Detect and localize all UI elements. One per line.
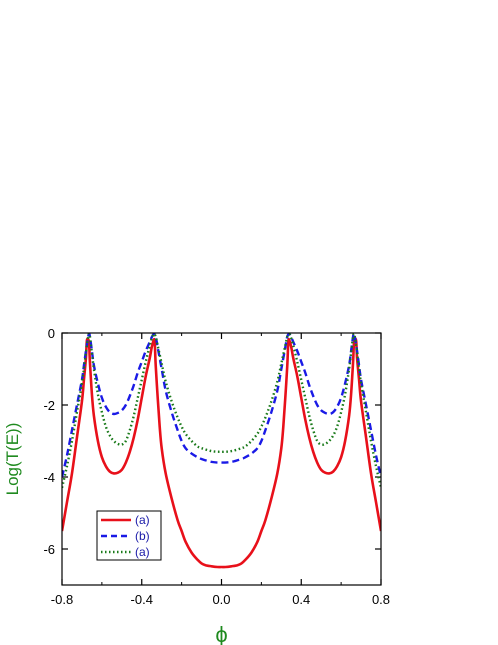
series-a-green-line bbox=[62, 333, 381, 489]
y-tick-label: -2 bbox=[43, 398, 55, 413]
legend-label-a-red: (a) bbox=[135, 513, 150, 527]
x-tick-label: -0.4 bbox=[131, 592, 153, 607]
y-tick-label: -6 bbox=[43, 542, 55, 557]
legend-label-b-blue: (b) bbox=[135, 529, 150, 543]
y-axis-label: Log(T(E)) bbox=[3, 423, 22, 496]
x-tick-label: 0.4 bbox=[292, 592, 310, 607]
x-tick-label: -0.8 bbox=[51, 592, 73, 607]
y-tick-label: -4 bbox=[43, 470, 55, 485]
legend-label-a-green: (a) bbox=[135, 545, 150, 559]
series-layer bbox=[62, 333, 381, 569]
series-b-blue-line bbox=[62, 333, 381, 478]
series-a-red-line bbox=[62, 337, 381, 569]
x-tick-label: 0.0 bbox=[212, 592, 230, 607]
labels-layer: -0.8 -0.4 0.0 0.4 0.8 -6 -4 -2 0 bbox=[43, 326, 390, 607]
y-tick-label: 0 bbox=[48, 326, 55, 341]
x-tick-label: 0.8 bbox=[372, 592, 390, 607]
x-axis-label: ϕ bbox=[215, 622, 227, 645]
legend: (a) (b) (a) bbox=[96, 510, 162, 561]
plot-frame bbox=[61, 332, 382, 586]
